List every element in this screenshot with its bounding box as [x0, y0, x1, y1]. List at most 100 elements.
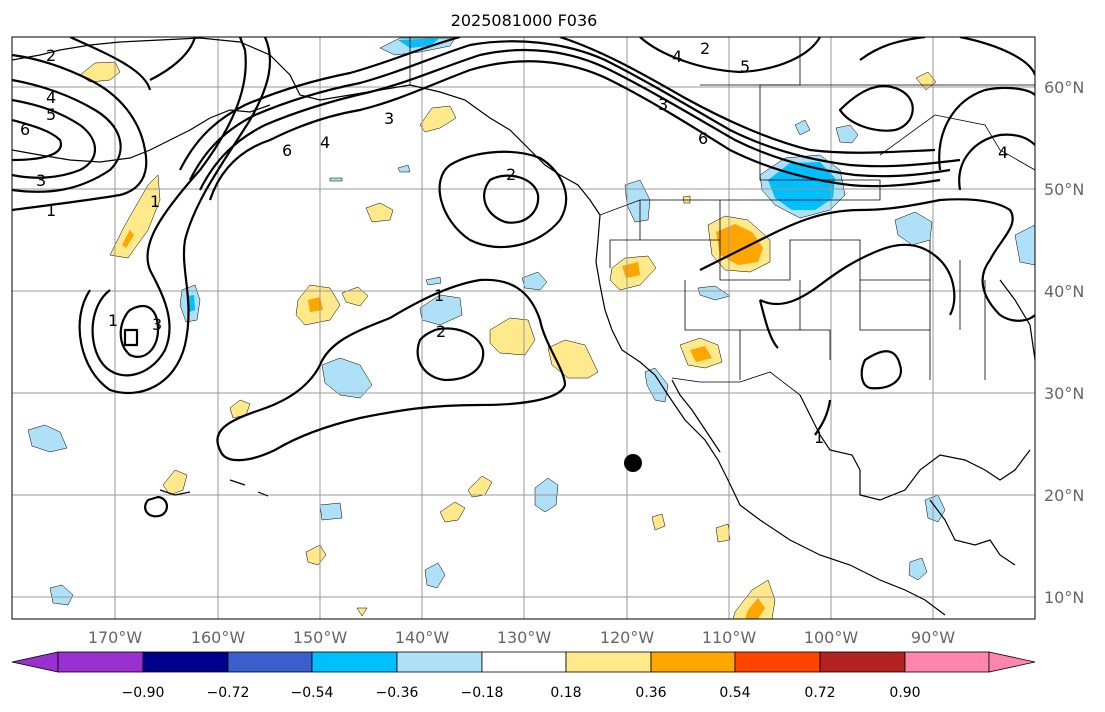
colorbar-tick: 0.18	[550, 685, 581, 701]
lat-label: 60°N	[1044, 78, 1084, 97]
contour-label: 4	[672, 47, 682, 66]
contour-lines	[12, 37, 1035, 518]
contour-label: 1	[46, 201, 56, 220]
hawaii-islands	[159, 479, 269, 497]
colorbar-ticks: −0.90 −0.72 −0.54 −0.36 −0.18 0.18 0.36 …	[122, 685, 921, 701]
contour-label: 2	[46, 46, 56, 65]
pos-anomaly-patch	[690, 346, 712, 362]
east-coast	[999, 279, 1035, 361]
colorbar-bin	[819, 651, 906, 673]
neg-anomaly-patch	[319, 502, 343, 521]
neg-anomaly-patch	[908, 557, 928, 581]
lon-label: 160°W	[191, 628, 246, 647]
lat-label: 30°N	[1044, 384, 1084, 403]
contour-line	[639, 37, 821, 74]
colorbar-tick: −0.90	[122, 685, 165, 701]
pos-anomaly-patch	[419, 105, 457, 133]
contour-label: 2	[506, 165, 516, 184]
contour-line	[12, 53, 148, 212]
lon-label: 130°W	[497, 628, 552, 647]
neg-anomaly-patch	[188, 295, 195, 312]
pos-anomaly-patch	[439, 501, 466, 523]
central-america-coast	[929, 499, 1016, 566]
contour-line	[938, 86, 1035, 171]
pos-anomaly-patch	[356, 607, 368, 617]
colorbar-tick: 0.72	[804, 685, 835, 701]
lon-label: 110°W	[702, 628, 757, 647]
figure-title: 2025081000 F036	[451, 11, 598, 30]
colorbar-high-extension	[988, 651, 1036, 673]
pos-anomaly-patch	[122, 230, 134, 248]
lon-label: 100°W	[804, 628, 859, 647]
contour-label: 4	[46, 88, 56, 107]
coastlines	[12, 37, 1035, 616]
colorbar-tick: 0.54	[719, 685, 750, 701]
lon-label: 120°W	[600, 628, 655, 647]
contour-line	[144, 495, 168, 518]
colorbar-tick: −0.54	[291, 685, 334, 701]
lat-label: 10°N	[1044, 588, 1084, 607]
neg-anomaly-patch	[397, 164, 411, 173]
neg-anomaly-patch	[424, 562, 446, 589]
contour-line	[758, 299, 779, 349]
neg-anomaly-patch	[1014, 224, 1035, 266]
contour-line	[208, 60, 941, 201]
colorbar-low-extension	[11, 651, 59, 673]
contour-line	[838, 85, 914, 132]
neg-anomaly-patch	[49, 584, 74, 606]
contour-label: 4	[320, 133, 330, 152]
pos-anomaly-patch	[79, 61, 121, 83]
contour-line	[12, 98, 96, 179]
longitude-labels: 170°W 160°W 150°W 140°W 130°W 120°W 110°…	[88, 628, 955, 647]
pos-anomaly-patch	[716, 224, 763, 265]
storm-center-marker	[624, 454, 642, 472]
lon-label: 140°W	[395, 628, 450, 647]
contour-label: 3	[36, 171, 46, 190]
contour-line	[759, 243, 956, 316]
contour-label: 1	[434, 286, 444, 305]
lat-label: 50°N	[1044, 180, 1084, 199]
colorbar-bin	[396, 651, 483, 673]
colorbar-tick: −0.36	[376, 685, 419, 701]
canada-provinces	[700, 84, 1035, 171]
pos-anomaly-patch	[467, 475, 493, 498]
contour-label: 5	[46, 105, 56, 124]
contour-label: 6	[698, 129, 708, 148]
lon-label: 150°W	[293, 628, 348, 647]
alaska-coast	[12, 37, 601, 216]
contour-line	[69, 37, 197, 91]
contour-line	[78, 37, 272, 395]
colorbar-tick: −0.72	[207, 685, 250, 701]
colorbar-bin	[227, 651, 313, 673]
contour-line	[189, 40, 961, 181]
contour-label: 1	[108, 311, 118, 330]
neg-anomaly-patch	[794, 119, 811, 136]
contour-line	[699, 198, 1035, 322]
contour-line	[814, 399, 832, 436]
contour-line	[483, 174, 540, 224]
us-state-borders	[609, 200, 986, 380]
contour-line	[12, 118, 63, 162]
contour-label: 3	[152, 315, 162, 334]
contour-label: 6	[20, 120, 30, 139]
contour-line	[438, 150, 568, 249]
neg-anomaly-patch	[329, 177, 343, 182]
lat-label: 40°N	[1044, 282, 1084, 301]
map-panel: 2 4 5 6 3 1 6 4 3 2 1 2 2 4 5 6 3 1 3 1 …	[12, 37, 1035, 619]
colorbar-tick: −0.18	[461, 685, 504, 701]
contour-label: 3	[658, 95, 668, 114]
pos-anomaly-patch	[651, 513, 666, 531]
lon-label: 170°W	[88, 628, 143, 647]
contour-line	[179, 37, 936, 171]
colorbar-bin	[565, 651, 652, 673]
pos-anomaly-patch	[341, 286, 369, 307]
pos-anomaly-patch	[715, 523, 731, 543]
neg-anomaly-patch	[768, 162, 835, 210]
colorbar-bin	[311, 651, 398, 673]
contour-line	[12, 78, 122, 193]
lat-label: 20°N	[1044, 486, 1084, 505]
pos-anomaly-patch	[365, 202, 394, 223]
pos-anomaly-patch	[915, 71, 937, 91]
neg-anomaly-patch	[697, 285, 731, 301]
